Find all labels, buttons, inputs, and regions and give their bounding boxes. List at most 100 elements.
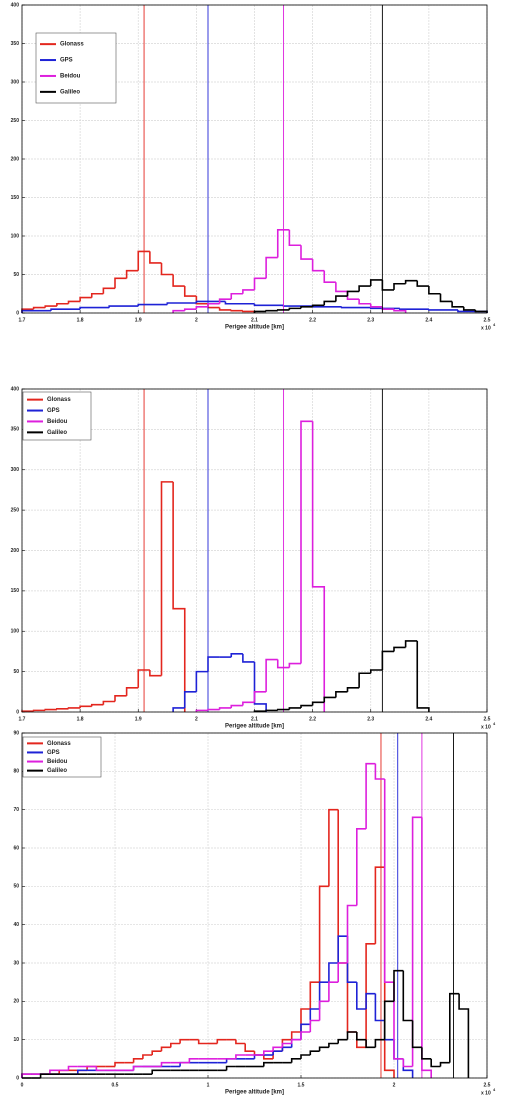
x-tick-label: 2.3 <box>367 716 374 722</box>
histogram-bin <box>335 295 348 302</box>
legend-label: Galileo <box>60 89 80 95</box>
histogram-bin <box>32 709 46 712</box>
histogram-bin <box>218 307 232 311</box>
histogram-bin <box>421 1047 432 1060</box>
histogram-bin <box>188 1058 199 1063</box>
histogram-bin <box>108 305 139 308</box>
histogram-bin <box>346 904 357 963</box>
histogram-bin <box>39 1073 50 1078</box>
histogram-bin <box>323 270 336 283</box>
legend-label: GPS <box>60 58 73 64</box>
y-tick-label: 300 <box>11 467 20 473</box>
histogram-bin <box>323 300 336 306</box>
y-tick-label: 60 <box>13 845 19 851</box>
histogram-bin <box>149 251 162 264</box>
histogram-bin <box>56 302 69 307</box>
histogram-bin <box>402 1058 413 1068</box>
histogram-bin <box>369 669 383 674</box>
histogram-bin <box>430 1058 441 1068</box>
axes-frame <box>21 4 488 314</box>
x-tick-label: 1.7 <box>19 317 26 323</box>
histogram-bin <box>282 305 313 307</box>
histogram-bin <box>183 286 197 297</box>
histogram-bin <box>49 1069 60 1075</box>
histogram-bin <box>311 259 325 272</box>
histogram-bin <box>328 808 339 887</box>
histogram-bin <box>328 962 339 983</box>
histogram-bin <box>166 302 197 305</box>
histogram-bin <box>125 686 139 696</box>
histogram-bin <box>265 658 278 692</box>
histogram-bin <box>358 285 371 292</box>
histogram-bin <box>272 1046 283 1052</box>
x-tick-label: 2 <box>195 317 198 323</box>
x-tick-label: 2 <box>393 1082 396 1088</box>
legend-label: GPS <box>47 408 60 414</box>
x-tick-label: 0 <box>21 1082 24 1088</box>
histogram-bin <box>67 707 81 709</box>
histogram-bin <box>309 1019 320 1032</box>
histogram-bin <box>318 1046 329 1052</box>
x-tick-label: 1.5 <box>298 1082 305 1088</box>
y-tick-label: 50 <box>13 669 19 675</box>
histogram-bin <box>393 969 404 1002</box>
histogram-bin <box>365 1039 376 1049</box>
y-tick-label: 30 <box>13 960 19 966</box>
axes-frame <box>21 732 488 1079</box>
histogram-bin <box>290 1031 301 1040</box>
histogram-bin <box>149 670 162 677</box>
legend-label: Beidou <box>47 419 68 425</box>
histogram-bin <box>411 1020 422 1049</box>
histogram-bin <box>102 700 115 705</box>
y-tick-label: 350 <box>11 427 20 433</box>
histogram-bin <box>253 691 267 703</box>
y-tick-label: 200 <box>11 156 20 162</box>
histogram-bin <box>328 981 339 1002</box>
x-tick-label: 2.2 <box>309 317 316 323</box>
histogram-bin <box>56 707 69 710</box>
x-scale-label: x 10 <box>481 724 491 730</box>
histogram-bin <box>114 277 127 289</box>
histogram-bin <box>263 1055 274 1060</box>
y-tick-label: 300 <box>11 79 20 85</box>
histogram-bin <box>311 421 326 712</box>
histogram-bin <box>90 292 104 298</box>
histogram-bin <box>90 703 104 707</box>
histogram-bin <box>358 299 371 305</box>
histogram-bin <box>230 292 243 300</box>
histogram-bin <box>79 296 92 302</box>
histogram-bin <box>172 707 185 712</box>
y-tick-label: 150 <box>11 195 20 201</box>
y-tick-label: 100 <box>11 233 20 239</box>
x-tick-label: 1.8 <box>77 716 84 722</box>
histogram-bin <box>369 307 400 310</box>
histogram-bin <box>242 653 255 663</box>
y-tick-label: 70 <box>13 807 19 813</box>
histogram-bin <box>346 290 360 297</box>
histogram-bin <box>300 1054 311 1059</box>
histogram-bin <box>356 828 367 906</box>
x-axis-label: Perigee altitude [km] <box>225 724 284 730</box>
histogram-bin <box>309 981 320 1009</box>
histogram-bin <box>242 289 255 294</box>
histogram-bin <box>44 708 57 711</box>
histogram-bin <box>183 691 197 708</box>
histogram-bin <box>369 279 383 287</box>
histogram-bin <box>288 229 301 247</box>
histogram-bin <box>276 229 290 258</box>
histogram-bin <box>172 309 185 313</box>
histogram-series <box>195 420 326 712</box>
histogram-bin <box>374 993 385 1022</box>
histogram-bin <box>79 306 110 310</box>
histogram-bin <box>242 701 255 706</box>
histogram-bin <box>276 708 290 711</box>
histogram-bin <box>263 1050 274 1055</box>
histogram-series <box>172 229 407 313</box>
histogram-bin <box>335 691 348 698</box>
histogram-bin <box>439 293 453 303</box>
histogram-bin <box>300 306 313 309</box>
histogram-bin <box>393 982 404 1060</box>
histogram-bin <box>462 306 476 311</box>
histogram-bin <box>276 309 290 311</box>
histogram-bin <box>67 300 81 304</box>
